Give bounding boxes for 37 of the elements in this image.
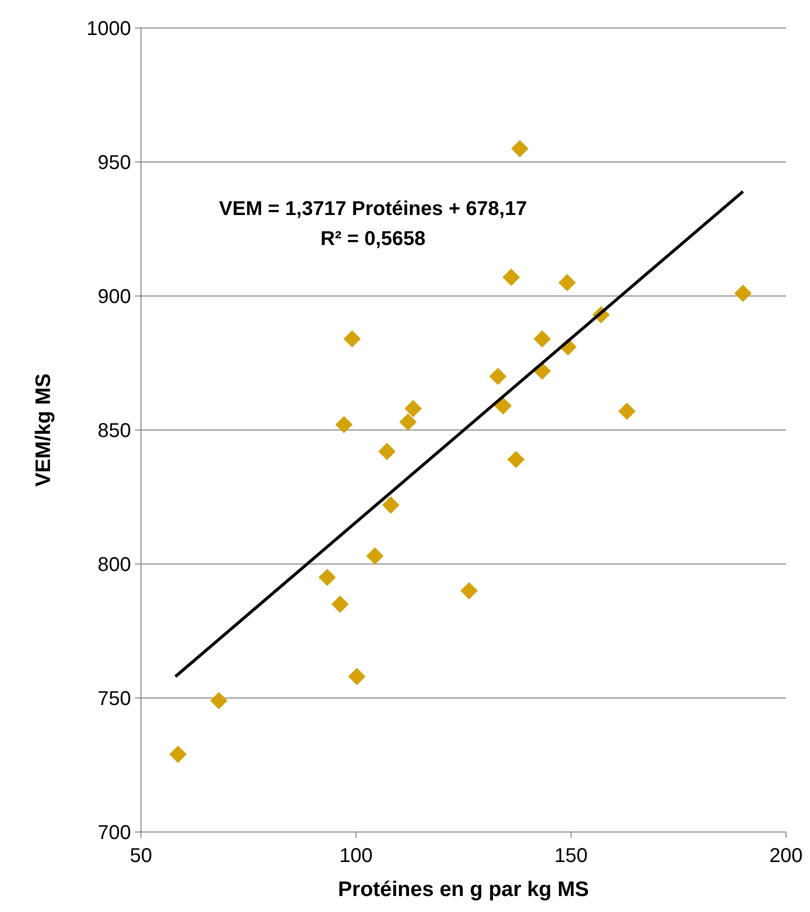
x-axis-title: Protéines en g par kg MS [338,878,589,901]
point [507,450,525,468]
x-tick-label: 50 [130,845,152,867]
y-tick-label: 900 [98,286,131,308]
point [558,274,576,292]
y-tick-label: 950 [98,152,131,174]
point [366,547,384,565]
y-tick-label: 850 [98,420,131,442]
point [399,413,417,431]
y-tick-label: 750 [98,688,131,710]
point [404,400,422,418]
point [378,442,396,460]
x-tick-label: 150 [554,845,588,867]
point [210,692,228,710]
point [335,416,353,434]
point [511,140,528,158]
point [331,596,349,613]
annotation: VEM = 1,3717 Protéines + 678,17 [219,198,527,220]
point [382,496,400,514]
y-tick-label: 800 [98,554,131,576]
annotation: R² = 0,5658 [320,228,426,250]
point [348,668,366,686]
point [489,368,507,386]
point [618,402,636,420]
point [169,746,187,763]
point [318,568,336,586]
point [502,268,520,286]
point [534,330,551,348]
point [460,582,478,600]
y-tick-label: 700 [98,822,131,844]
point [343,330,361,348]
y-tick-label: 1000 [86,18,131,40]
point [494,397,512,415]
x-tick-label: 100 [339,845,373,867]
point [734,284,752,302]
y-axis-title: VEM/kg MS [32,373,55,487]
x-tick-label: 200 [769,845,803,867]
